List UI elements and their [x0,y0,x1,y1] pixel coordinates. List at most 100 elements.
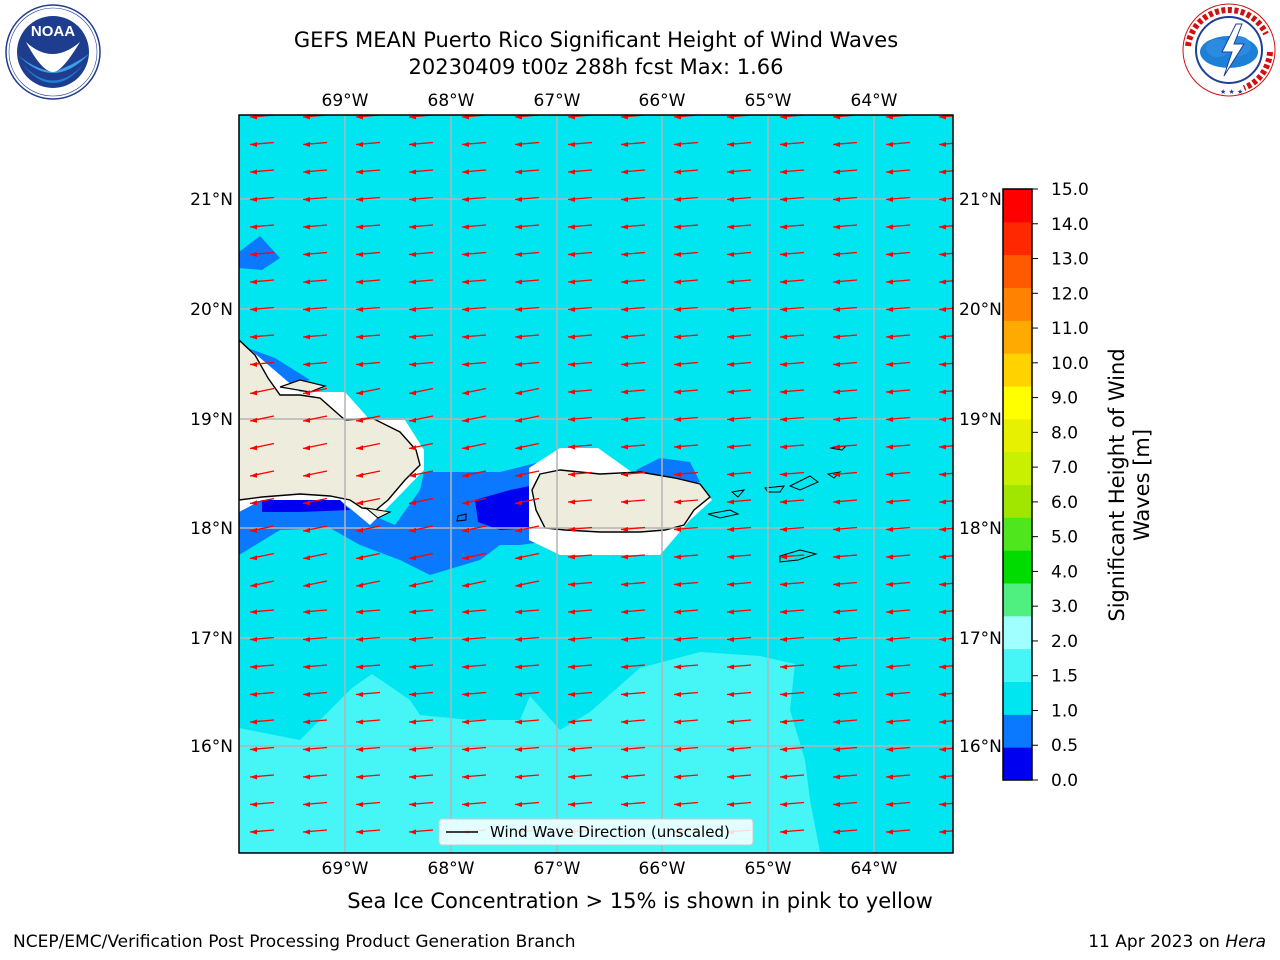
wave-arrow [938,499,953,505]
colorbar-tick-label: 1.0 [1051,701,1078,721]
colorbar-segment [1003,615,1032,650]
wave-arrow [249,664,275,670]
wave-arrow [461,636,487,642]
colorbar-segment [1003,451,1032,485]
wave-arrow [832,719,858,725]
wave-arrow [514,719,540,725]
wave-arrow [249,801,275,807]
wave-arrow [355,251,381,257]
wave-arrow [620,416,646,422]
wave-arrow [885,416,911,422]
puerto-rico-land [531,469,711,533]
nws-logo: ★ ★ ★ [1182,3,1276,97]
wave-arrow [567,499,593,505]
wave-arrow [832,224,858,230]
wave-arrow [938,389,953,395]
colorbar-segment [1003,386,1032,420]
wave-arrow [461,442,487,451]
wave-arrow [620,829,646,835]
colorbar-tick-label: 2.0 [1051,632,1078,652]
wave-arrow [302,580,328,588]
wave-arrow [620,196,646,202]
wave-arrow [779,691,805,697]
colorbar-segment [1003,484,1032,518]
tortola-island [788,475,819,491]
wave-arrow [673,389,699,395]
wave-arrow [726,581,752,587]
wave-arrow [779,196,805,202]
wave-arrow [938,692,953,697]
wave-arrow [938,774,953,780]
wave-arrow [461,746,487,752]
wave-arrow [461,470,487,478]
wave-arrow [726,471,752,477]
wave-arrow [302,415,328,423]
wave-arrow [779,801,805,807]
wave-arrow [620,609,646,615]
wave-arrow [620,279,646,285]
colorbar-tick-label: 15.0 [1051,180,1089,200]
wave-arrow [249,251,275,257]
colorbar-segment [1003,320,1032,354]
wave-field-0-5-north-coast [239,345,310,410]
colorbar-tick-label: 3.0 [1051,597,1078,617]
wave-arrow [408,470,434,478]
colorbar-segment [1003,254,1032,288]
wave-arrow [249,525,275,533]
wave-arrow [567,554,593,560]
colorbar-tick-label: 4.0 [1051,562,1078,582]
wave-arrow [567,526,593,532]
colorbar-tick-label: 0.5 [1051,736,1078,756]
wave-arrow [832,499,858,505]
wave-arrow [832,581,858,587]
wave-arrow [355,334,381,340]
wave-arrow [673,251,699,257]
wave-arrow [408,387,434,396]
lon-label-bottom: 67°W [534,859,581,879]
wave-arrow [302,636,328,642]
wave-arrow [673,361,699,367]
wave-arrow [514,691,540,697]
wave-arrow [514,279,540,285]
wave-arrow [355,442,381,451]
legend-label: Wind Wave Direction (unscaled) [490,823,730,841]
wave-arrow [726,196,752,202]
wave-arrow [726,361,752,367]
wave-arrow [514,470,540,478]
wave-arrow [779,361,805,367]
wave-arrow [938,417,953,422]
colorbar-tick-label: 9.0 [1051,389,1078,409]
wave-arrow [620,334,646,340]
wave-arrow [302,224,328,230]
colorbar-tick-label: 14.0 [1051,215,1089,235]
wave-arrow [514,609,540,615]
wave-arrow [567,389,593,395]
wave-arrow [408,609,434,615]
wave-arrow [885,746,911,752]
lon-label-bottom: 68°W [428,859,475,879]
wave-arrow [885,499,911,505]
colorbar-segment [1003,189,1032,223]
hispaniola-land [239,339,421,511]
wave-arrow [726,664,752,670]
wave-arrow [567,251,593,257]
wave-arrow [673,801,699,807]
wave-arrow [673,581,699,587]
wave-arrow [567,361,593,367]
wave-arrow [249,361,275,367]
wave-arrow [726,746,752,752]
wave-arrow [249,141,275,147]
wave-arrow [355,609,381,615]
wave-arrow [355,801,381,807]
wave-arrow [779,581,805,587]
wave-arrow [302,746,328,752]
wave-arrow [355,169,381,175]
wave-arrow [514,552,540,561]
colorbar-tick-label: 7.0 [1051,458,1078,478]
wave-arrow [673,719,699,725]
colorbar-segment [1003,418,1032,453]
wave-arrow [302,115,328,120]
wave-arrow [461,829,487,835]
wave-arrow [726,526,752,532]
wave-arrow [779,334,805,340]
